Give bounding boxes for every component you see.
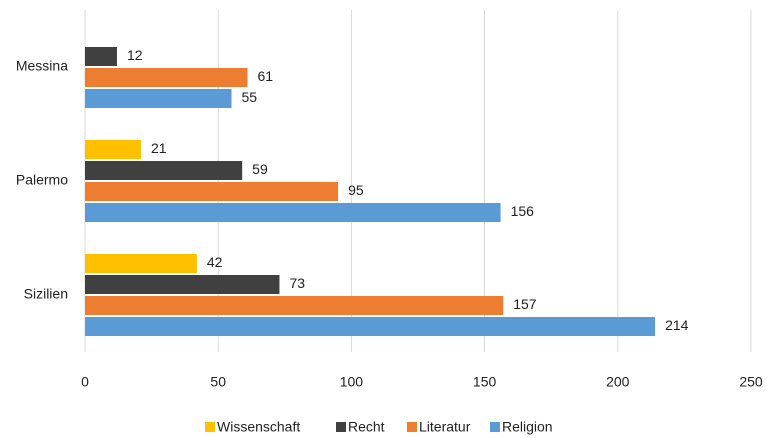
bar xyxy=(85,182,339,201)
bar xyxy=(85,296,504,315)
legend-swatch xyxy=(490,422,500,432)
data-label: 42 xyxy=(207,254,223,270)
legend-label: Wissenschaft xyxy=(217,419,300,435)
legend-label: Literatur xyxy=(419,419,471,435)
data-label: 55 xyxy=(242,89,258,105)
legend-label: Religion xyxy=(502,419,553,435)
legend-swatch xyxy=(205,422,215,432)
y-tick-label: Sizilien xyxy=(24,286,68,302)
x-tick-label: 100 xyxy=(340,374,364,390)
bar xyxy=(85,89,232,108)
data-label: 21 xyxy=(151,140,167,156)
y-tick-label: Palermo xyxy=(16,172,68,188)
bar xyxy=(85,140,141,159)
data-label: 59 xyxy=(252,161,268,177)
x-tick-label: 250 xyxy=(739,374,763,390)
x-tick-label: 150 xyxy=(473,374,497,390)
data-label: 73 xyxy=(289,275,305,291)
bar xyxy=(85,68,248,87)
data-label: 95 xyxy=(348,182,364,198)
data-label: 157 xyxy=(513,296,537,312)
x-tick-label: 0 xyxy=(81,374,89,390)
y-tick-label: Messina xyxy=(16,58,68,74)
x-tick-label: 50 xyxy=(210,374,226,390)
bar xyxy=(85,317,656,336)
bar xyxy=(85,203,501,222)
x-tick-label: 200 xyxy=(606,374,630,390)
bar xyxy=(85,161,243,180)
legend-swatch xyxy=(336,422,346,432)
bar xyxy=(85,254,197,273)
data-label: 156 xyxy=(511,203,535,219)
data-label: 61 xyxy=(258,68,274,84)
data-label: 12 xyxy=(127,47,143,63)
bar xyxy=(85,275,280,294)
data-label: 214 xyxy=(665,317,689,333)
legend-label: Recht xyxy=(348,419,385,435)
bar xyxy=(85,47,117,66)
legend-swatch xyxy=(407,422,417,432)
